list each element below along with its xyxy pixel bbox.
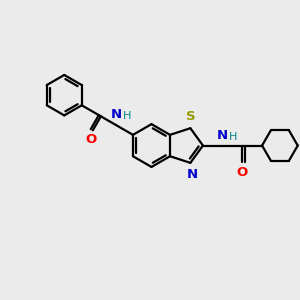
Text: N: N: [110, 108, 122, 121]
Text: O: O: [237, 166, 248, 178]
Text: N: N: [217, 129, 228, 142]
Text: H: H: [229, 132, 238, 142]
Text: O: O: [85, 133, 96, 146]
Text: S: S: [186, 110, 195, 123]
Text: N: N: [186, 168, 197, 181]
Text: H: H: [122, 111, 131, 121]
